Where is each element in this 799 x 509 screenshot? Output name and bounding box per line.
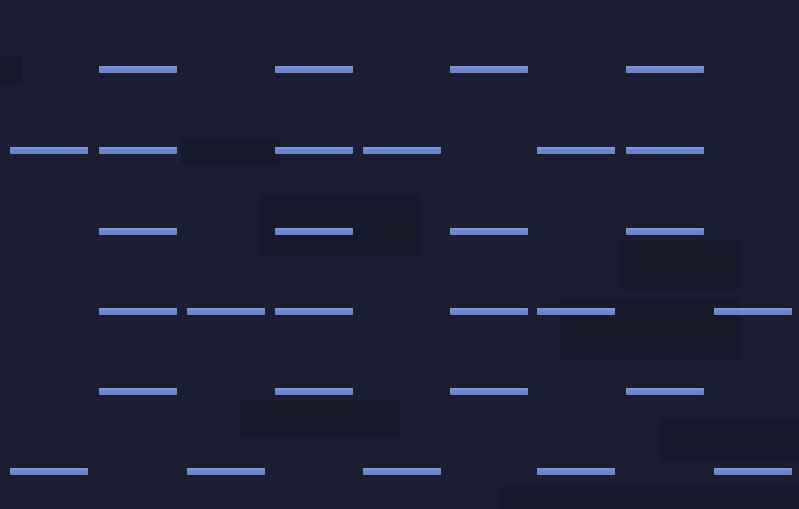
- skeleton-bar-highlight: [450, 228, 528, 230]
- skeleton-bar: [275, 228, 353, 235]
- skeleton-bar-highlight: [626, 147, 704, 149]
- skeleton-bar: [99, 147, 177, 154]
- skeleton-bar-highlight: [99, 147, 177, 149]
- skeleton-bar: [450, 388, 528, 395]
- skeleton-bar-highlight: [275, 228, 353, 230]
- skeleton-bar-highlight: [714, 308, 792, 310]
- skeleton-bar-highlight: [537, 468, 615, 470]
- skeleton-row: [0, 468, 799, 475]
- skeleton-bar: [99, 66, 177, 73]
- skeleton-row: [0, 388, 799, 395]
- skeleton-bar-highlight: [714, 468, 792, 470]
- skeleton-bar-highlight: [275, 388, 353, 390]
- skeleton-bar: [99, 388, 177, 395]
- skeleton-bar: [363, 468, 441, 475]
- skeleton-bar: [10, 147, 88, 154]
- skeleton-bar-highlight: [99, 308, 177, 310]
- skeleton-row: [0, 66, 799, 73]
- skeleton-bar: [626, 66, 704, 73]
- skeleton-bar-highlight: [275, 66, 353, 68]
- skeleton-bar: [450, 66, 528, 73]
- skeleton-row: [0, 228, 799, 235]
- skeleton-bar: [275, 147, 353, 154]
- skeleton-bar-highlight: [10, 147, 88, 149]
- skeleton-bar: [450, 308, 528, 315]
- skeleton-bar: [714, 468, 792, 475]
- skeleton-bar-highlight: [275, 147, 353, 149]
- skeleton-bar: [537, 147, 615, 154]
- skeleton-bar-highlight: [450, 66, 528, 68]
- skeleton-bar-highlight: [187, 468, 265, 470]
- skeleton-bar: [450, 228, 528, 235]
- skeleton-bar-highlight: [626, 228, 704, 230]
- skeleton-bar: [275, 308, 353, 315]
- skeleton-bar: [99, 308, 177, 315]
- skeleton-bar: [626, 147, 704, 154]
- skeleton-bar-highlight: [450, 388, 528, 390]
- skeleton-bar-highlight: [99, 228, 177, 230]
- skeleton-bar-highlight: [450, 308, 528, 310]
- skeleton-bar: [10, 468, 88, 475]
- skeleton-bar-highlight: [99, 388, 177, 390]
- skeleton-bar: [626, 228, 704, 235]
- skeleton-bar: [363, 147, 441, 154]
- skeleton-bar: [626, 388, 704, 395]
- skeleton-bar: [537, 468, 615, 475]
- skeleton-bar-highlight: [626, 388, 704, 390]
- skeleton-bar: [275, 388, 353, 395]
- skeleton-bar-highlight: [10, 468, 88, 470]
- skeleton-bar-highlight: [363, 147, 441, 149]
- skeleton-bar-highlight: [537, 147, 615, 149]
- skeleton-row: [0, 147, 799, 154]
- skeleton-bar: [187, 468, 265, 475]
- skeleton-row: [0, 308, 799, 315]
- skeleton-bar-highlight: [99, 66, 177, 68]
- skeleton-bar: [537, 308, 615, 315]
- skeleton-bar-highlight: [363, 468, 441, 470]
- skeleton-bar-highlight: [187, 308, 265, 310]
- skeleton-bar: [187, 308, 265, 315]
- skeleton-bar-highlight: [626, 66, 704, 68]
- skeleton-bar-highlight: [537, 308, 615, 310]
- skeleton-bar: [275, 66, 353, 73]
- skeleton-bar: [99, 228, 177, 235]
- skeleton-bar: [714, 308, 792, 315]
- skeleton-bar-highlight: [275, 308, 353, 310]
